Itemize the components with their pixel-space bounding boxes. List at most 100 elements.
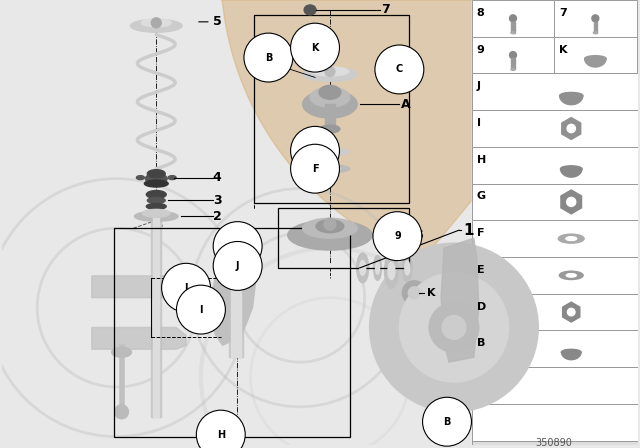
Circle shape [442,315,466,339]
Ellipse shape [356,253,369,283]
Text: 7: 7 [381,4,390,17]
Circle shape [115,405,129,419]
Ellipse shape [511,69,515,70]
Ellipse shape [141,19,171,27]
Text: K: K [427,288,436,298]
Text: E: E [477,265,484,275]
Ellipse shape [509,52,516,59]
Bar [554,0,637,37]
Bar [221,253,255,271]
Text: F: F [477,228,484,238]
Bar [472,220,637,257]
Ellipse shape [134,211,178,221]
Bar [511,22,515,33]
Ellipse shape [168,176,176,180]
Text: 2: 2 [213,210,221,223]
Ellipse shape [561,349,581,355]
Bar [472,294,637,331]
Bar [472,110,637,147]
Bar [472,331,637,367]
Text: E: E [312,146,318,156]
Ellipse shape [559,271,583,280]
Bar [472,257,637,294]
Ellipse shape [136,176,145,180]
Ellipse shape [311,67,349,76]
Ellipse shape [559,92,583,99]
Text: A: A [401,98,411,111]
Ellipse shape [111,347,131,357]
Ellipse shape [310,87,350,107]
Bar [472,147,637,184]
Ellipse shape [303,218,357,238]
Text: 3: 3 [213,194,221,207]
Ellipse shape [147,190,166,198]
Ellipse shape [403,254,412,282]
Text: H: H [477,155,486,165]
Bar [278,208,410,268]
Ellipse shape [145,174,167,184]
Ellipse shape [592,15,599,22]
Ellipse shape [288,220,372,250]
Ellipse shape [405,261,410,275]
Ellipse shape [320,166,340,171]
Text: B: B [477,338,485,348]
Text: 350890: 350890 [536,438,573,448]
Ellipse shape [321,149,339,154]
Bar [472,404,637,440]
Bar [472,73,637,110]
Text: 9: 9 [477,44,484,55]
Bar [230,228,241,357]
Ellipse shape [303,90,357,118]
Bar [151,218,161,417]
Polygon shape [441,238,479,362]
Text: D: D [477,302,486,311]
Polygon shape [561,352,581,360]
Ellipse shape [360,260,365,276]
Text: J: J [236,261,239,271]
Ellipse shape [558,234,584,243]
Polygon shape [562,117,580,139]
Text: G: G [234,241,242,251]
Circle shape [403,281,426,305]
Ellipse shape [388,262,395,280]
Bar [554,37,637,73]
Ellipse shape [311,148,349,156]
Polygon shape [221,0,637,259]
Ellipse shape [316,220,344,233]
Ellipse shape [511,32,515,34]
Ellipse shape [310,165,350,172]
Polygon shape [559,96,583,105]
Bar [325,104,335,129]
Ellipse shape [374,255,381,280]
Text: G: G [477,191,486,202]
Ellipse shape [304,5,316,15]
Text: I: I [199,305,203,314]
Bar [472,367,637,404]
Ellipse shape [561,166,582,172]
Text: C: C [396,65,403,74]
Polygon shape [211,256,255,345]
Text: B: B [265,52,272,63]
Circle shape [567,125,575,133]
Circle shape [568,308,575,316]
Text: 1: 1 [463,223,474,238]
Bar [511,58,515,69]
Circle shape [408,287,420,299]
Ellipse shape [147,170,165,177]
Text: I: I [477,118,481,128]
Ellipse shape [319,85,341,99]
Bar [472,37,554,73]
Polygon shape [585,59,606,67]
Text: 8: 8 [477,8,484,18]
Ellipse shape [147,198,165,203]
Circle shape [399,273,509,382]
Text: 9: 9 [394,231,401,241]
Text: J: J [477,81,481,91]
Circle shape [429,303,479,352]
Ellipse shape [585,56,606,62]
Bar [472,0,637,444]
Bar [253,15,410,203]
Bar [154,218,159,417]
Bar [472,440,637,444]
Polygon shape [92,276,186,297]
